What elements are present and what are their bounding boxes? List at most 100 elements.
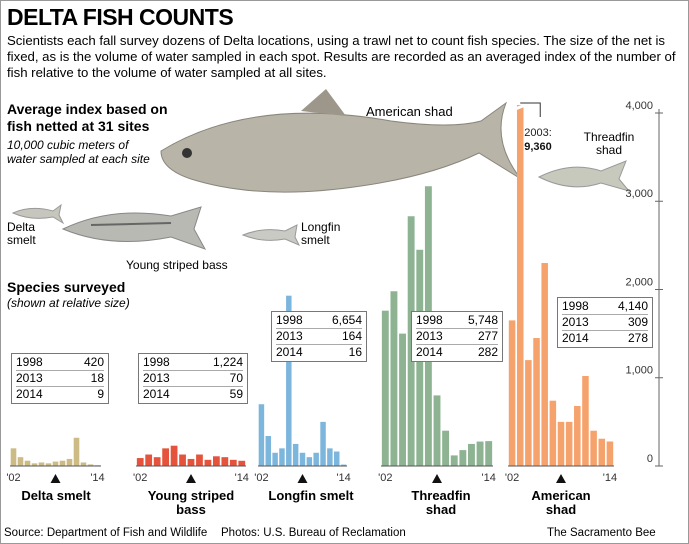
bar bbox=[10, 448, 17, 466]
data-table: 1998 1,224 2013 70 2014 59 bbox=[138, 353, 248, 404]
bar bbox=[292, 443, 299, 466]
y-tick-label: 2,000 bbox=[625, 276, 653, 288]
table-value: 4,140 bbox=[617, 299, 648, 313]
table-value: 18 bbox=[90, 371, 104, 385]
table-row: 2014 278 bbox=[562, 330, 648, 346]
bar bbox=[442, 430, 450, 466]
bar bbox=[549, 400, 557, 466]
table-year: 1998 bbox=[16, 355, 43, 369]
table-row: 2014 16 bbox=[276, 344, 362, 360]
table-year: 1998 bbox=[416, 313, 443, 327]
bar bbox=[80, 462, 87, 466]
x-tick-label: '02 bbox=[133, 472, 147, 484]
bar bbox=[145, 454, 153, 466]
table-row: 1998 1,224 bbox=[143, 355, 243, 370]
bar bbox=[565, 421, 573, 466]
y-tick-label: 1,000 bbox=[625, 365, 653, 377]
bar bbox=[229, 459, 237, 466]
y-tick-label: 0 bbox=[647, 453, 653, 465]
series-name: Delta smelt bbox=[21, 488, 91, 503]
value-label: 9,360 bbox=[524, 141, 552, 153]
mid-marker bbox=[432, 474, 442, 483]
bar bbox=[306, 457, 313, 466]
x-tick-label: '14 bbox=[603, 472, 617, 484]
x-tick-label: '02 bbox=[6, 472, 20, 484]
bar bbox=[221, 457, 229, 466]
x-tick-label: '14 bbox=[482, 472, 496, 484]
bar bbox=[38, 462, 45, 466]
bar bbox=[238, 460, 246, 466]
bar bbox=[485, 441, 493, 466]
bar bbox=[606, 441, 614, 466]
subtitle: Scientists each fall survey dozens of De… bbox=[7, 33, 676, 80]
bar bbox=[286, 295, 292, 466]
fish-label: Longfin smelt bbox=[301, 220, 341, 247]
table-row: 1998 420 bbox=[16, 355, 104, 370]
data-table: 1998 5,748 2013 277 2014 282 bbox=[411, 311, 503, 362]
bar bbox=[340, 464, 347, 466]
fish-illustrations bbox=[11, 89, 631, 250]
bar bbox=[541, 263, 548, 466]
table-year: 2013 bbox=[276, 329, 303, 343]
bar bbox=[557, 421, 565, 466]
table-year: 2013 bbox=[416, 329, 443, 343]
table-value: 9 bbox=[97, 387, 104, 401]
table-row: 2014 59 bbox=[143, 386, 243, 402]
table-value: 6,654 bbox=[331, 313, 362, 327]
table-year: 1998 bbox=[562, 299, 589, 313]
table-value: 164 bbox=[341, 329, 362, 343]
bar bbox=[31, 463, 38, 466]
bar bbox=[213, 456, 220, 466]
bar bbox=[381, 310, 389, 466]
table-value: 5,748 bbox=[467, 313, 498, 327]
annotation: 2003: bbox=[524, 127, 552, 139]
bar bbox=[390, 291, 398, 466]
x-tick-label: '02 bbox=[254, 472, 268, 484]
table-year: 2013 bbox=[143, 371, 170, 385]
table-value: 16 bbox=[348, 345, 362, 359]
table-year: 1998 bbox=[276, 313, 303, 327]
bar bbox=[574, 405, 581, 466]
y-tick-label: 4,000 bbox=[625, 100, 653, 112]
table-value: 278 bbox=[627, 331, 648, 345]
table-value: 277 bbox=[477, 329, 498, 343]
bar bbox=[450, 455, 458, 466]
table-row: 2013 309 bbox=[562, 314, 648, 330]
x-tick-label: '02 bbox=[378, 472, 392, 484]
bars bbox=[10, 105, 614, 467]
series-name: American shad bbox=[531, 488, 591, 517]
legend-title: Species surveyed bbox=[7, 279, 126, 295]
bar bbox=[73, 437, 80, 466]
x-tick-label: '02 bbox=[505, 472, 519, 484]
bar bbox=[45, 463, 52, 466]
data-table: 1998 420 2013 18 2014 9 bbox=[11, 353, 109, 404]
table-row: 1998 4,140 bbox=[562, 299, 648, 314]
bar bbox=[598, 438, 606, 466]
bar bbox=[87, 464, 94, 466]
photo-credit: Photos: U.S. Bureau of Reclamation bbox=[221, 527, 406, 539]
bar bbox=[52, 461, 59, 466]
table-row: 2014 9 bbox=[16, 386, 104, 402]
legend-note: (shown at relative size) bbox=[7, 296, 130, 310]
table-year: 2014 bbox=[143, 387, 170, 401]
bar bbox=[476, 441, 484, 466]
mid-marker bbox=[556, 474, 566, 483]
data-table: 1998 6,654 2013 164 2014 16 bbox=[271, 311, 367, 362]
table-row: 2013 18 bbox=[16, 370, 104, 386]
bar bbox=[279, 448, 285, 466]
table-row: 1998 6,654 bbox=[276, 313, 362, 328]
source: Source: Department of Fish and Wildlife bbox=[4, 527, 208, 539]
bar bbox=[582, 375, 589, 466]
bar bbox=[17, 457, 24, 466]
bar bbox=[508, 320, 516, 466]
x-tick-label: '14 bbox=[90, 472, 104, 484]
table-year: 2014 bbox=[276, 345, 303, 359]
y-tick-label: 3,000 bbox=[625, 188, 653, 200]
table-row: 2014 282 bbox=[416, 344, 498, 360]
bar bbox=[162, 448, 169, 466]
bar bbox=[590, 430, 597, 466]
table-value: 309 bbox=[627, 315, 648, 329]
fish-label: American shad bbox=[366, 104, 453, 119]
